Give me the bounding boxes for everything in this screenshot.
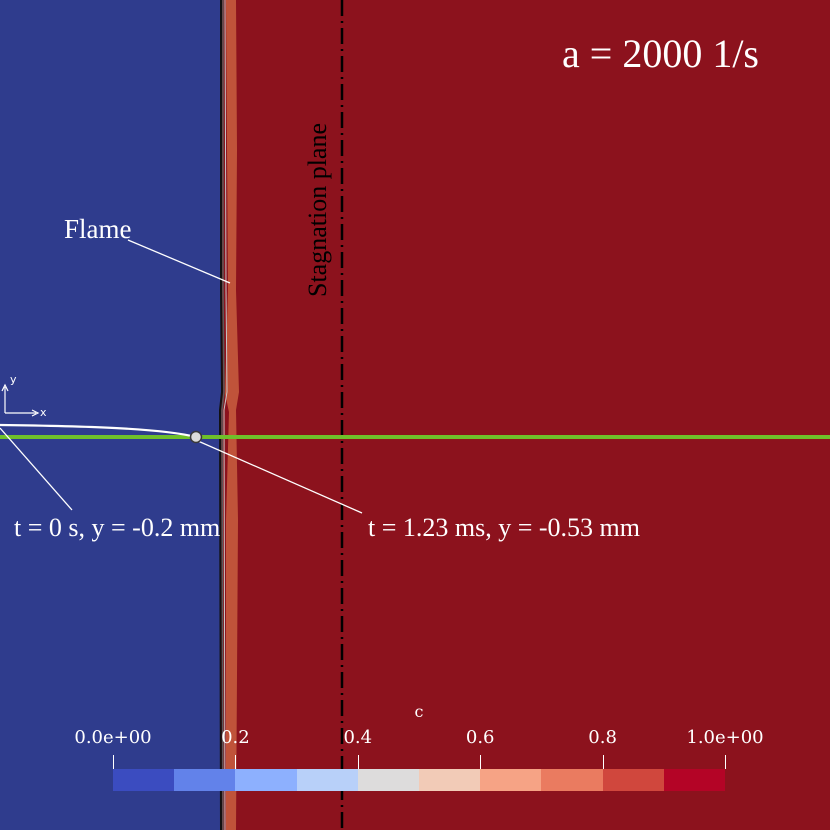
- colorbar-segment: [480, 769, 542, 791]
- particle-marker: [189, 430, 203, 444]
- flame-front: [225, 0, 239, 830]
- colorbar: [113, 769, 726, 791]
- flame-leader-line: [127, 239, 231, 284]
- colorbar-segment: [419, 769, 481, 791]
- strain-rate-title: a = 2000 1/s: [562, 31, 759, 76]
- colorbar-segment: [357, 769, 420, 791]
- colorbar-segment: [296, 769, 358, 791]
- colorbar-segment: [235, 769, 297, 791]
- flame-edge-3: [223, 0, 228, 830]
- colorbar-tick-mark: [234, 755, 236, 769]
- end-point-label: t = 1.23 ms, y = -0.53 mm: [368, 513, 640, 542]
- colorbar-segment: [602, 769, 664, 791]
- flame-label: Flame: [64, 214, 132, 244]
- unburnt-region: [0, 0, 221, 830]
- axis-x-label: x: [40, 406, 47, 419]
- colorbar-tick-mark: [602, 755, 604, 769]
- colorbar-segment: [174, 769, 236, 791]
- colorbar-title: c: [414, 702, 424, 721]
- axes-triad: [1, 383, 40, 417]
- particle-trajectory: [0, 423, 197, 439]
- axis-y-label: y: [10, 373, 17, 386]
- end-leader-line: [197, 440, 363, 514]
- colorbar-tick-label: 0.8: [588, 727, 617, 748]
- colorbar-tick-label: 0.6: [465, 727, 495, 748]
- colorbar-segment: [541, 769, 603, 791]
- colorbar-tick-mark: [724, 755, 726, 769]
- colorbar-tick-label: 0.2: [221, 727, 250, 748]
- start-point-label: t = 0 s, y = -0.2 mm: [14, 513, 221, 542]
- colorbar-segment: [663, 769, 726, 791]
- colorbar-tick-mark: [357, 755, 359, 769]
- flame-edge-2: [221, 0, 225, 830]
- colorbar-tick-label: 0.0e+00: [74, 727, 152, 748]
- colorbar-tick-mark: [479, 755, 481, 769]
- stagnation-plane-label: Stagnation plane: [303, 122, 332, 298]
- start-leader-line: [0, 427, 73, 511]
- colorbar-tick-mark: [112, 755, 114, 769]
- colorbar-segment: [113, 769, 175, 791]
- colorbar-tick-label: 1.0e+00: [686, 727, 764, 748]
- colorbar-tick-label: 0.4: [343, 727, 373, 748]
- flame-edge-1: [218, 0, 224, 830]
